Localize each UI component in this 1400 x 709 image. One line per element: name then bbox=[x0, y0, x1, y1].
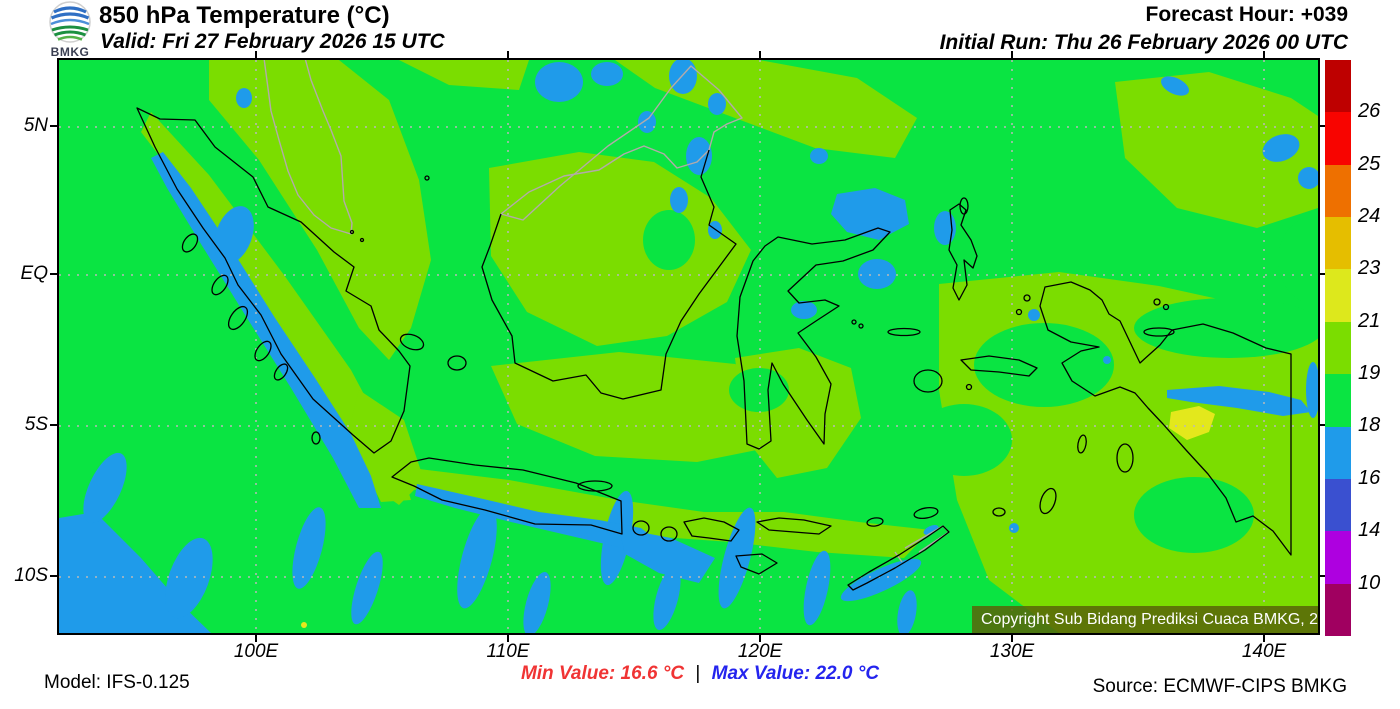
colorbar-band bbox=[1325, 164, 1351, 218]
colorbar-tick-26: 26 bbox=[1358, 100, 1381, 122]
valid-time-label: Valid: Fri 27 February 2026 15 UTC bbox=[100, 30, 445, 53]
field-16-18C bbox=[59, 60, 1318, 633]
lon-label-130e: 130E bbox=[989, 641, 1035, 662]
colorbar-band bbox=[1325, 531, 1351, 584]
lat-label-5n: 5N bbox=[23, 115, 48, 136]
colorbar-tick-14: 14 bbox=[1358, 519, 1381, 541]
initial-run-label: Initial Run: Thu 26 February 2026 00 UTC bbox=[939, 31, 1348, 54]
axis-tick bbox=[50, 273, 57, 275]
axis-tick bbox=[1320, 273, 1327, 275]
axis-tick bbox=[50, 575, 57, 577]
colorbar-band bbox=[1325, 478, 1351, 532]
lon-label-120e: 120E bbox=[737, 641, 783, 662]
lat-label-5s: 5S bbox=[24, 414, 48, 435]
bmkg-logo-label: BMKG bbox=[50, 45, 90, 59]
colorbar-tick-25: 25 bbox=[1358, 153, 1381, 175]
colorbar-band bbox=[1325, 426, 1351, 479]
axis-tick bbox=[1011, 635, 1013, 642]
copyright-overlay: Copyright Sub Bidang Prediksi Cuaca BMKG… bbox=[972, 606, 1318, 633]
axis-tick bbox=[255, 635, 257, 642]
axis-tick bbox=[1320, 575, 1327, 577]
axis-tick bbox=[1320, 424, 1327, 426]
lon-label-100e: 100E bbox=[233, 641, 279, 662]
axis-tick bbox=[507, 51, 509, 58]
minmax-separator: | bbox=[695, 663, 701, 684]
axis-tick bbox=[50, 125, 57, 127]
axis-tick bbox=[507, 635, 509, 642]
colorbar-band bbox=[1325, 583, 1351, 636]
colorbar-band bbox=[1325, 112, 1351, 165]
colorbar-tick-19: 19 bbox=[1358, 362, 1381, 384]
map-frame: Copyright Sub Bidang Prediksi Cuaca BMKG… bbox=[57, 58, 1320, 635]
axis-tick bbox=[759, 51, 761, 58]
colorbar-tick-10: 10 bbox=[1358, 572, 1381, 594]
colorbar-band bbox=[1325, 269, 1351, 322]
lat-label-eq: EQ bbox=[20, 263, 48, 284]
minmax-values: Min Value: 16.6 °C | Max Value: 22.0 °C bbox=[0, 663, 1400, 685]
field-21-23C bbox=[301, 406, 1215, 628]
min-value-label: Min Value: 16.6 °C bbox=[520, 663, 685, 684]
temperature-field-map bbox=[59, 60, 1318, 633]
colorbar-band bbox=[1325, 374, 1351, 427]
axis-tick bbox=[1263, 51, 1265, 58]
colorbar-tick-18: 18 bbox=[1358, 414, 1381, 436]
lon-label-140e: 140E bbox=[1241, 641, 1287, 662]
model-label: Model: IFS-0.125 bbox=[44, 672, 190, 693]
max-value-label: Max Value: 22.0 °C bbox=[711, 663, 880, 684]
lat-label-10s: 10S bbox=[14, 565, 48, 586]
colorbar-band bbox=[1325, 60, 1351, 113]
forecast-hour-label: Forecast Hour: +039 bbox=[1145, 3, 1349, 26]
coastlines bbox=[136, 107, 1292, 591]
lon-label-110e: 110E bbox=[486, 641, 530, 662]
page-title: 850 hPa Temperature (°C) bbox=[99, 2, 390, 29]
colorbar-tick-21: 21 bbox=[1358, 310, 1381, 332]
colorbar-band bbox=[1325, 217, 1351, 270]
temperature-colorbar bbox=[1325, 60, 1351, 636]
axis-tick bbox=[759, 635, 761, 642]
colorbar-tick-23: 23 bbox=[1358, 257, 1381, 279]
axis-tick bbox=[1011, 51, 1013, 58]
colorbar-band bbox=[1325, 321, 1351, 375]
axis-tick bbox=[255, 51, 257, 58]
colorbar-tick-16: 16 bbox=[1358, 467, 1381, 489]
axis-tick bbox=[50, 424, 57, 426]
axis-tick bbox=[1263, 635, 1265, 642]
graticule bbox=[59, 60, 1318, 633]
bmkg-logo: BMKG bbox=[44, 1, 96, 59]
axis-tick bbox=[1320, 125, 1327, 127]
bmkg-logo-icon bbox=[49, 1, 91, 43]
colorbar-tick-24: 24 bbox=[1358, 205, 1381, 227]
source-label: Source: ECMWF-CIPS BMKG bbox=[1092, 676, 1347, 697]
